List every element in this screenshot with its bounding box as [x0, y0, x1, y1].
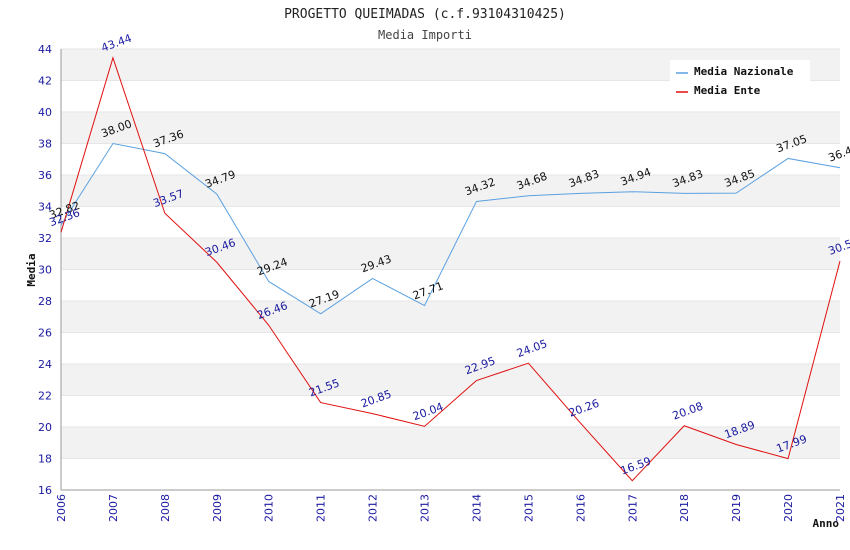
- x-tick-label: 2018: [678, 494, 691, 522]
- grid-band: [61, 427, 840, 459]
- series-line-0: [60, 142, 841, 315]
- x-tick-label: 2016: [574, 494, 587, 522]
- legend: Media Nazionale Media Ente: [670, 60, 810, 104]
- grid-band: [61, 332, 840, 364]
- x-axis-label: Anno: [813, 517, 840, 530]
- legend-label-nazionale: Media Nazionale: [694, 65, 794, 78]
- y-tick-label: 32: [38, 232, 52, 245]
- y-tick-label: 26: [38, 327, 52, 340]
- grid-band: [61, 395, 840, 427]
- grid-band: [61, 112, 840, 144]
- x-tick-labels: 2006 2007 2008 2009 2010 2011 2012 2013 2014 2015…: [55, 494, 847, 522]
- y-tick-label: 42: [38, 75, 52, 88]
- x-tick-label: 2011: [315, 494, 328, 522]
- x-tick-label: 2019: [730, 494, 743, 522]
- y-tick-label: 16: [38, 484, 52, 497]
- grid-band: [61, 175, 840, 207]
- y-tick-label: 20: [38, 421, 52, 434]
- x-tick-label: 2012: [367, 494, 380, 522]
- grid-bands: [61, 48, 840, 491]
- x-tick-label: 2021: [834, 494, 847, 522]
- y-tick-label: 40: [38, 106, 52, 119]
- grid-band: [61, 206, 840, 238]
- x-tick-label: 2009: [211, 494, 224, 522]
- x-tick-label: 2013: [419, 494, 432, 522]
- chart-title: PROGETTO QUEIMADAS (c.f.93104310425): [284, 7, 566, 22]
- x-tick-label: 2008: [159, 494, 172, 522]
- grid-band: [61, 269, 840, 301]
- series-line-1: [60, 56, 841, 482]
- chart-subtitle: Media Importi: [378, 28, 472, 42]
- series-lines: [60, 56, 841, 482]
- y-tick-label: 18: [38, 453, 52, 466]
- y-axis-label: Media: [25, 253, 38, 286]
- y-tick-label: 28: [38, 295, 52, 308]
- y-tick-label: 38: [38, 138, 52, 151]
- grid-band: [61, 364, 840, 396]
- x-tick-label: 2020: [782, 494, 795, 522]
- x-tick-label: 2010: [263, 494, 276, 522]
- grid-band: [61, 301, 840, 333]
- x-tick-label: 2006: [55, 494, 68, 522]
- x-tick-label: 2007: [107, 494, 120, 522]
- x-tick-label: 2015: [522, 494, 535, 522]
- y-tick-label: 34: [38, 201, 52, 214]
- y-tick-label: 44: [38, 43, 52, 56]
- x-tick-label: 2014: [470, 494, 483, 522]
- x-tick-label: 2017: [626, 494, 639, 522]
- grid-band: [61, 458, 840, 490]
- y-tick-label: 36: [38, 169, 52, 182]
- y-tick-label: 22: [38, 390, 52, 403]
- y-tick-labels: 16 18 20 22 24 26 28 30 32 34 36 38 40 42 44: [38, 43, 52, 497]
- y-tick-label: 24: [38, 358, 52, 371]
- grid-band: [61, 143, 840, 175]
- y-tick-label: 30: [38, 264, 52, 277]
- legend-label-ente: Media Ente: [694, 84, 761, 97]
- axes: [60, 49, 840, 491]
